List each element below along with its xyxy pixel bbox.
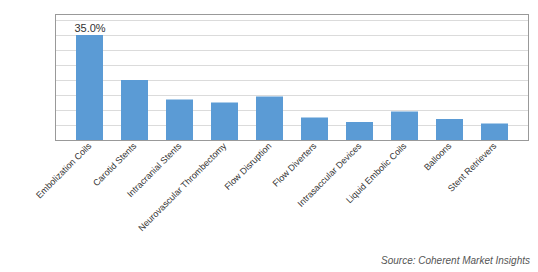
svg-text:Embolization Coils: Embolization Coils (34, 141, 94, 201)
svg-text:Stent Retrievers: Stent Retrievers (446, 141, 499, 194)
svg-text:Intrasaccular Devices: Intrasaccular Devices (295, 140, 364, 209)
svg-text:Liquid Embolic Coils: Liquid Embolic Coils (344, 141, 409, 206)
svg-text:Intracranial Stents: Intracranial Stents (125, 140, 184, 200)
svg-text:Balloons: Balloons (422, 141, 454, 173)
svg-text:35.0%: 35.0% (74, 22, 105, 34)
svg-text:Flow Diverters: Flow Diverters (271, 141, 319, 189)
svg-text:Flow Disruption: Flow Disruption (223, 141, 274, 192)
svg-text:Neurovascular Thrombectomy: Neurovascular Thrombectomy (136, 141, 229, 234)
html-text:Source: Coherent Market Insigh: Source: Coherent Market Insights (381, 255, 530, 266)
svg-text:Carotid Stents: Carotid Stents (91, 141, 139, 189)
